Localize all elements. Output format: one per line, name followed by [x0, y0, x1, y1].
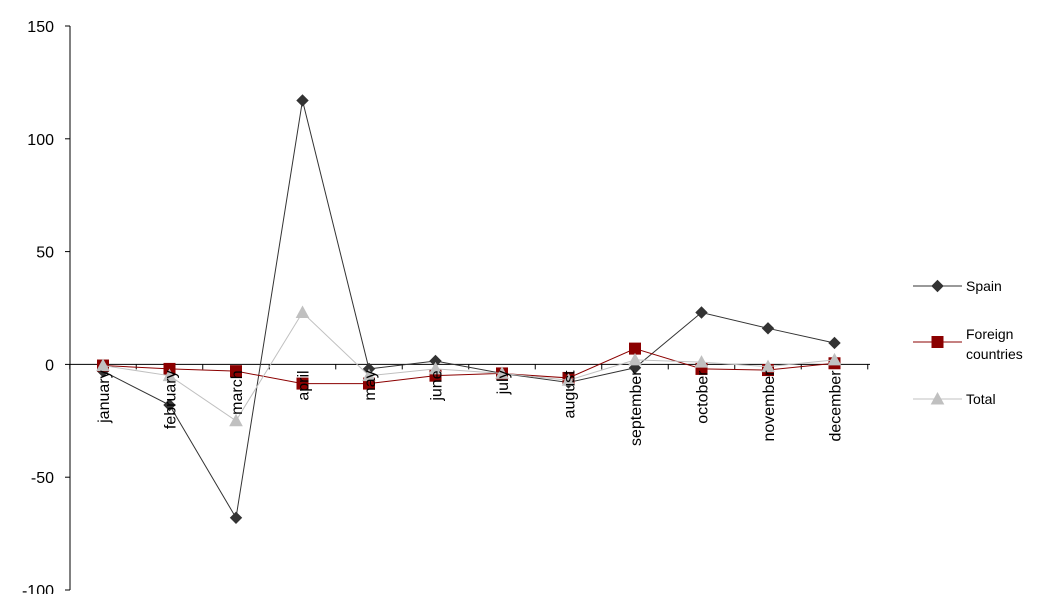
data-point-total-november [761, 359, 775, 373]
data-point-total-april [295, 305, 310, 319]
legend-label-foreign-countries: countries [966, 346, 1023, 362]
x-tick-label-august: august [562, 370, 579, 419]
data-point-foreign-countries-april [296, 377, 309, 390]
data-point-total-march [229, 413, 243, 427]
series-spain [96, 94, 841, 525]
data-point-spain-november [761, 322, 775, 335]
legend-item-spain: Spain [913, 278, 1002, 294]
data-point-total-december [827, 352, 842, 366]
legend-item-foreign-countries: Foreign countries [913, 326, 1023, 362]
data-point-spain-march [229, 511, 243, 525]
series-line-spain [102, 100, 835, 520]
data-point-total-may [362, 368, 376, 382]
y-tick-label: 150 [27, 19, 54, 36]
legend-label-total: Total [966, 391, 996, 407]
legend-item-total: Total [913, 391, 996, 407]
data-point-total-july [495, 366, 509, 379]
y-tick-label: -100 [22, 583, 54, 594]
legend: Spain Foreign countries Total [913, 278, 1023, 407]
data-point-spain-october [695, 306, 708, 319]
data-point-foreign-countries-september [629, 342, 641, 355]
y-tick-label: 0 [45, 357, 54, 374]
x-tick-labels: january february march april may june july augu… [96, 370, 845, 446]
x-tick-label-may: may [362, 370, 379, 400]
axes: -100 -50 0 50 100 150 [22, 19, 870, 594]
x-tick-label-june: june [429, 370, 446, 401]
x-tick-label-september: september [628, 370, 645, 446]
series-line-foreign-countries [102, 348, 835, 385]
data-point-spain-february [163, 398, 176, 412]
x-tick-label-january: january [96, 370, 113, 423]
x-tick-label-march: march [229, 370, 246, 414]
legend-marker-foreign-countries [931, 336, 944, 348]
y-tick-label: 100 [27, 132, 54, 149]
data-point-total-september [628, 352, 642, 366]
data-point-total-october [694, 355, 709, 368]
legend-marker-spain [931, 279, 944, 293]
x-tick-label-april: april [296, 370, 313, 400]
x-tick-label-february: february [163, 370, 180, 429]
x-tick-label-october: october [695, 370, 712, 424]
y-tick-label: -50 [31, 470, 54, 487]
data-point-spain-april [296, 94, 309, 107]
data-point-spain-december [828, 336, 841, 350]
legend-label-spain: Spain [966, 278, 1002, 294]
series-total [96, 305, 842, 427]
series-line-total [102, 311, 835, 422]
legend-marker-total [930, 391, 945, 405]
x-tick-label-november: november [761, 370, 778, 442]
series-layer [96, 94, 842, 525]
data-point-total-january [96, 358, 110, 372]
x-tick-label-july: july [495, 370, 512, 395]
x-tick-label-december: december [828, 370, 845, 442]
y-tick-label: 50 [36, 245, 54, 262]
data-point-total-february [162, 368, 177, 382]
legend-label-foreign-countries: Foreign [966, 326, 1013, 342]
data-point-total-august [561, 373, 576, 386]
data-point-foreign-countries-march [230, 365, 242, 378]
data-point-total-june [428, 361, 443, 375]
